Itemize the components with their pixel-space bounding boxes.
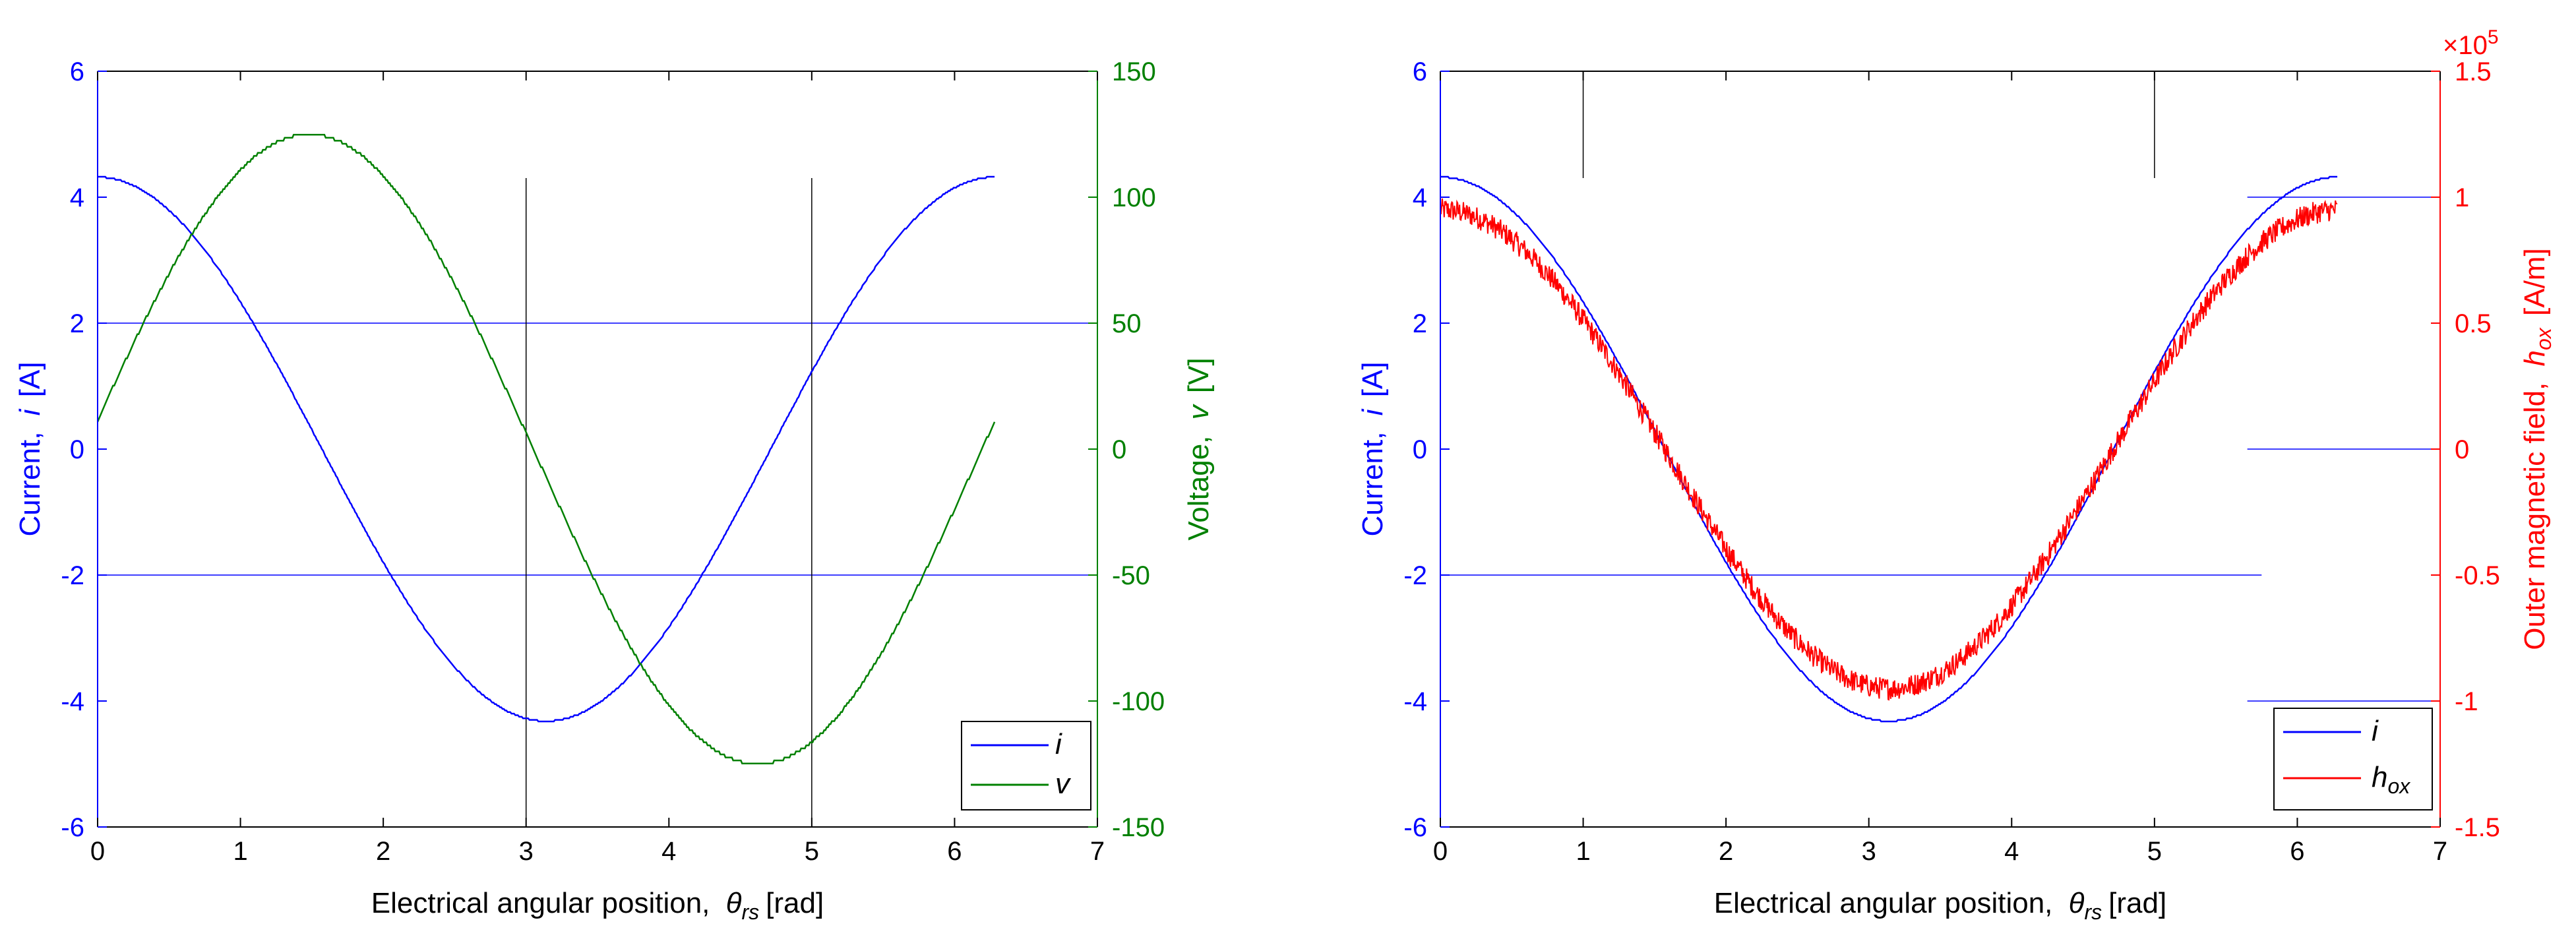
y-left-tick-label: 0 bbox=[1413, 435, 1427, 464]
y-left-tick-label: 4 bbox=[1413, 183, 1427, 212]
y-axis-left-label: Current, i [A] bbox=[1357, 362, 1389, 537]
y-left-tick-label: -2 bbox=[61, 561, 84, 590]
series-line-v bbox=[96, 134, 996, 764]
series-group bbox=[1440, 175, 2338, 723]
y-left-tick-label: 2 bbox=[70, 309, 84, 338]
y-right-tick-label: -100 bbox=[1112, 687, 1165, 716]
x-tick-label: 1 bbox=[233, 837, 247, 866]
x-axis-label: Electrical angular position, θrs [rad] bbox=[371, 887, 824, 924]
right-axis-exponent: ×105 bbox=[2443, 26, 2499, 60]
series-line-h_ox bbox=[1440, 198, 2338, 701]
series-line-i bbox=[98, 175, 995, 723]
y-right-tick-label: 0.5 bbox=[2455, 309, 2492, 338]
series-group bbox=[96, 134, 996, 764]
y-left-tick-label: 4 bbox=[70, 183, 84, 212]
ticks: 0 1 2 3 4 5 6 7 -6 -4 -2 0 2 4 6 -150 -100 -50 0 50 100 150 bbox=[61, 57, 1165, 866]
axes-frame bbox=[97, 71, 1098, 828]
x-tick-label: 7 bbox=[2433, 837, 2447, 866]
y-right-tick-label: -150 bbox=[1112, 813, 1165, 842]
y-axis-right-label: Outer magnetic field, hox [A/m] bbox=[2519, 248, 2558, 650]
reference-lines bbox=[98, 178, 1097, 827]
y-axis-left-label: Current, i [A] bbox=[14, 362, 46, 537]
y-left-tick-label: -2 bbox=[1403, 561, 1427, 590]
y-left-tick-label: -6 bbox=[1403, 813, 1427, 842]
y-right-tick-label: 1 bbox=[2455, 183, 2469, 212]
x-tick-label: 0 bbox=[90, 837, 105, 866]
ticks: 0 1 2 3 4 5 6 7 -6 -4 -2 0 2 4 6 -1.5 -1 -0.5 0 0.5 1 1.5 bbox=[1403, 57, 2500, 866]
y-right-tick-label: -1 bbox=[2455, 687, 2478, 716]
legend: i v bbox=[961, 721, 1091, 810]
reference-lines bbox=[1440, 71, 2440, 702]
chart-current-field: 0 1 2 3 4 5 6 7 -6 -4 -2 0 2 4 6 -1.5 -1 -0.5 0 0.5 1 1.5 ×10… bbox=[1357, 26, 2558, 924]
legend-box bbox=[961, 721, 1091, 810]
legend: i hox bbox=[2273, 708, 2433, 810]
x-tick-label: 6 bbox=[2290, 837, 2304, 866]
y-axis-right-label: Voltage, v [V] bbox=[1182, 357, 1215, 540]
y-right-tick-label: -1.5 bbox=[2455, 813, 2500, 842]
y-left-tick-label: 6 bbox=[70, 57, 84, 86]
x-tick-label: 0 bbox=[1433, 837, 1448, 866]
x-tick-label: 5 bbox=[2147, 837, 2162, 866]
x-tick-label: 5 bbox=[805, 837, 819, 866]
legend-label-i: i bbox=[1055, 728, 1062, 760]
y-left-tick-label: -4 bbox=[61, 687, 84, 716]
x-axis-label: Electrical angular position, θrs [rad] bbox=[1714, 887, 2166, 924]
series-line-i bbox=[1440, 175, 2338, 723]
y-left-tick-label: -4 bbox=[1403, 687, 1427, 716]
x-tick-label: 1 bbox=[1576, 837, 1590, 866]
y-left-tick-label: 2 bbox=[1413, 309, 1427, 338]
chart-current-voltage: 0 1 2 3 4 5 6 7 -6 -4 -2 0 2 4 6 -150 -100 -50 0 50 100 150 i… bbox=[14, 57, 1215, 924]
legend-label-v: v bbox=[1055, 768, 1072, 800]
x-tick-label: 3 bbox=[1862, 837, 1876, 866]
y-right-tick-label: 0 bbox=[1112, 435, 1126, 464]
x-tick-label: 3 bbox=[519, 837, 534, 866]
y-right-tick-label: 100 bbox=[1112, 183, 1156, 212]
legend-label-i: i bbox=[2372, 715, 2379, 747]
y-left-tick-label: 0 bbox=[70, 435, 84, 464]
y-right-tick-label: 150 bbox=[1112, 57, 1156, 86]
x-tick-label: 2 bbox=[1719, 837, 1733, 866]
x-tick-label: 2 bbox=[376, 837, 390, 866]
x-tick-label: 4 bbox=[2004, 837, 2019, 866]
y-right-tick-label: 50 bbox=[1112, 309, 1142, 338]
y-right-tick-label: -50 bbox=[1112, 561, 1150, 590]
legend-box bbox=[2273, 708, 2433, 810]
y-right-tick-label: 1.5 bbox=[2455, 57, 2492, 86]
x-tick-label: 4 bbox=[661, 837, 676, 866]
y-right-tick-label: -0.5 bbox=[2455, 561, 2500, 590]
x-tick-label: 6 bbox=[947, 837, 962, 866]
y-left-tick-label: -6 bbox=[61, 813, 84, 842]
y-right-tick-label: 0 bbox=[2455, 435, 2469, 464]
legend-label-hox: hox bbox=[2372, 761, 2410, 798]
x-tick-label: 7 bbox=[1090, 837, 1105, 866]
y-left-tick-label: 6 bbox=[1413, 57, 1427, 86]
